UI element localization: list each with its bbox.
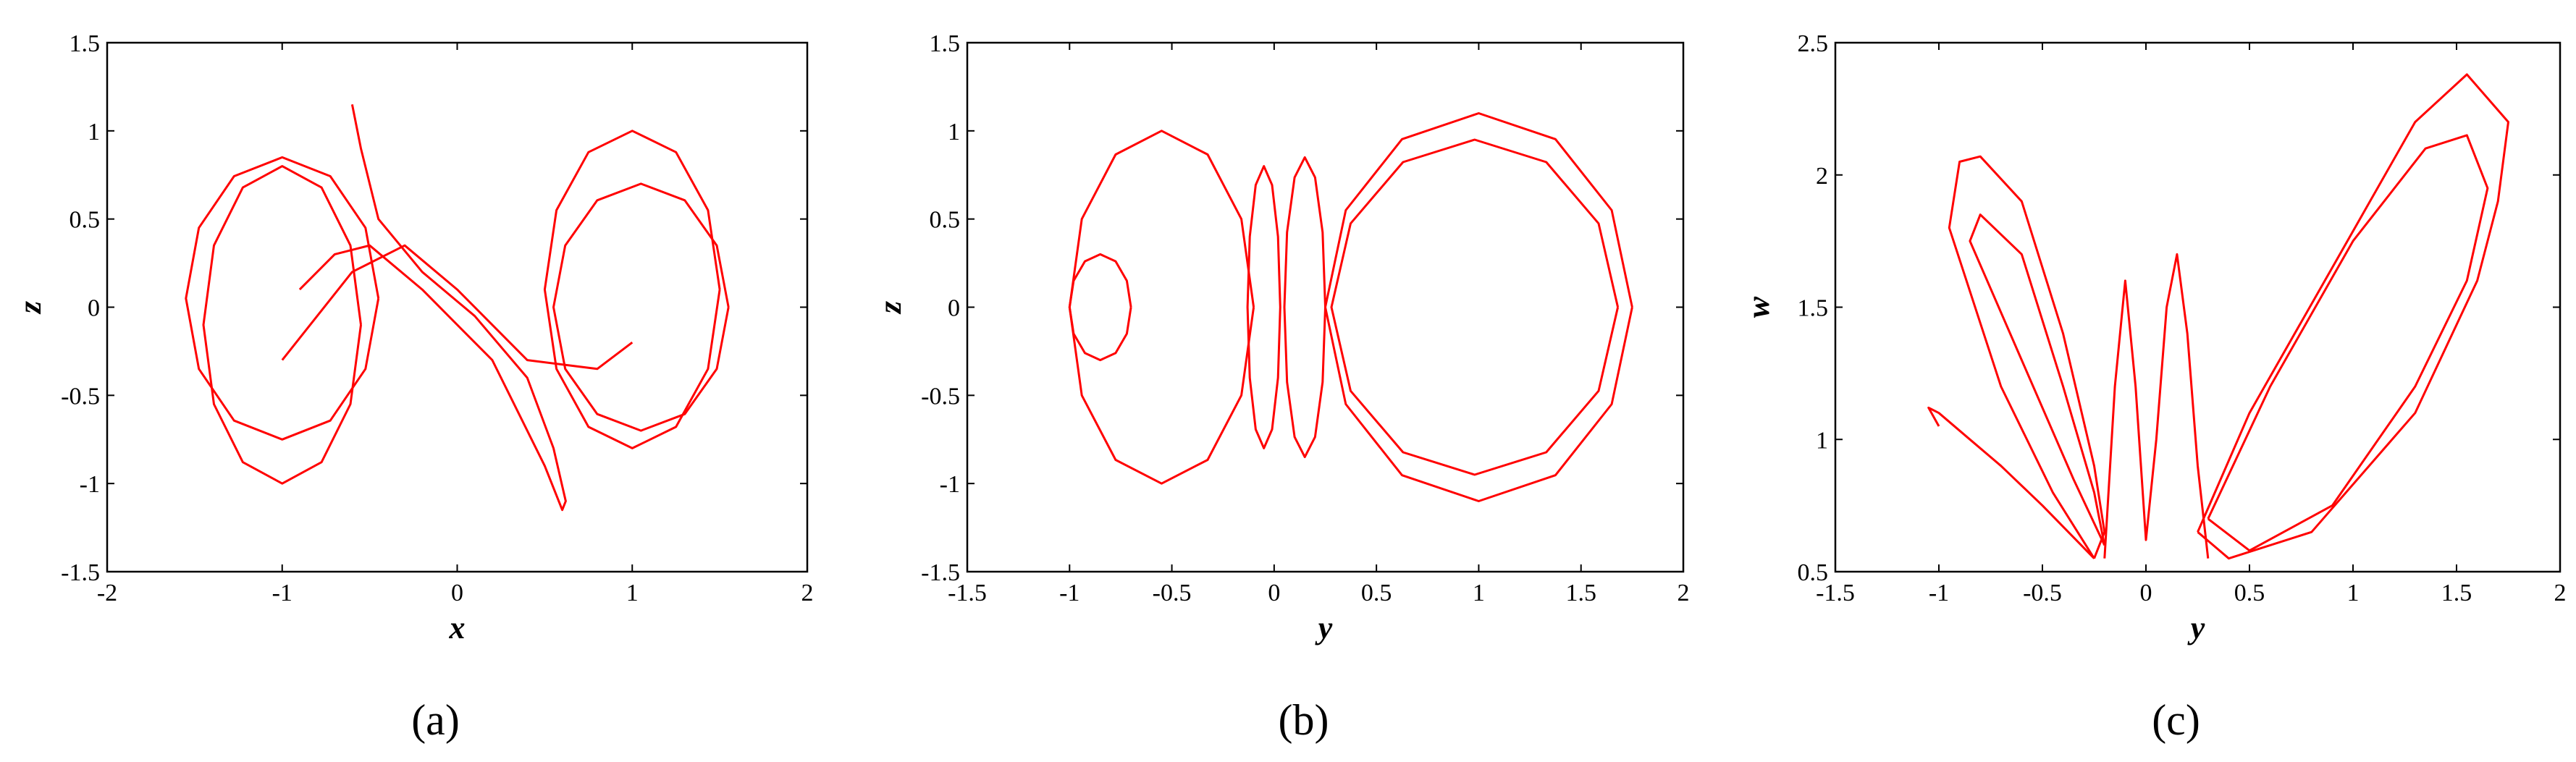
y-tick-label: 2 <box>1816 163 1828 190</box>
caption: (c) <box>2152 696 2200 744</box>
y-tick-label: 0.5 <box>1798 559 1829 586</box>
x-tick-label: 1.5 <box>2441 580 2472 606</box>
x-tick-label: 2 <box>2554 580 2567 606</box>
x-tick-label: 2 <box>801 580 814 606</box>
x-axis-label: y <box>1315 610 1333 645</box>
x-tick-label: 1 <box>2347 580 2360 606</box>
trajectory <box>298 104 567 512</box>
trajectory <box>1283 156 1326 459</box>
y-axis-label: z <box>872 301 908 315</box>
caption: (b) <box>1279 696 1329 744</box>
trajectory <box>281 244 634 371</box>
x-axis-label: x <box>449 610 466 645</box>
x-tick-label: -0.5 <box>1153 580 1192 606</box>
trajectory <box>185 156 380 441</box>
y-tick-label: 1 <box>1816 427 1828 454</box>
trajectory <box>1246 165 1281 449</box>
x-tick-label: -1.5 <box>948 580 987 606</box>
y-tick-label: 0 <box>948 295 960 322</box>
plot-area <box>1068 112 1633 502</box>
y-tick-label: 1 <box>948 119 960 145</box>
y-tick-label: 1.5 <box>930 30 961 57</box>
trajectory <box>552 182 730 432</box>
x-tick-label: 1 <box>1473 580 1485 606</box>
x-tick-label: 0 <box>451 580 463 606</box>
y-tick-label: -0.5 <box>921 383 960 410</box>
plot-area <box>185 104 730 512</box>
x-tick-label: 0.5 <box>2234 580 2265 606</box>
y-tick-label: 0 <box>88 295 100 322</box>
x-tick-label: -1 <box>1929 580 1949 606</box>
y-axis-label: z <box>12 301 48 315</box>
x-tick-label: -1.5 <box>1816 580 1855 606</box>
y-tick-label: 1 <box>88 119 100 145</box>
x-tick-label: 0.5 <box>1361 580 1392 606</box>
y-tick-label: -1 <box>940 471 960 498</box>
y-tick-label: 0.5 <box>70 207 101 234</box>
x-tick-label: 0 <box>2140 580 2152 606</box>
x-tick-label: -0.5 <box>2023 580 2062 606</box>
trajectory <box>1927 406 2095 559</box>
x-axis-label: y <box>2187 610 2205 645</box>
axes-frame <box>106 41 809 573</box>
y-tick-label: 2.5 <box>1798 30 1829 57</box>
y-tick-label: 1.5 <box>1798 295 1829 322</box>
x-tick-label: -1 <box>272 580 292 606</box>
trajectory <box>1068 130 1255 485</box>
trajectory <box>2197 73 2509 560</box>
trajectory <box>1969 213 2106 546</box>
panel: -1.5 -1 -0.5 0 0.5 1 1.5 2 -1.5 -1 -0.5 0 0.5 1 1.5 y z (… <box>872 30 1690 744</box>
y-axis-label: w <box>1741 296 1776 318</box>
trajectory <box>2207 134 2489 552</box>
plot-area <box>1927 73 2509 560</box>
trajectory <box>1324 112 1633 502</box>
x-tick-label: 2 <box>1678 580 1690 606</box>
y-tick-label: -1.5 <box>921 559 960 586</box>
trajectory <box>1330 138 1620 476</box>
trajectory <box>202 165 362 485</box>
x-tick-label: 1 <box>626 580 639 606</box>
x-tick-label: -1 <box>1059 580 1079 606</box>
trajectory <box>543 130 721 449</box>
trajectory <box>2103 253 2210 559</box>
caption: (a) <box>411 696 460 744</box>
y-tick-label: -1.5 <box>61 559 100 586</box>
panel: -1.5 -1 -0.5 0 0.5 1 1.5 2 0.5 1 1.5 2 2.5 y w (c) <box>1741 30 2567 744</box>
y-tick-label: -1 <box>80 471 100 498</box>
x-tick-label: -2 <box>97 580 117 606</box>
trajectory <box>1068 253 1132 362</box>
y-tick-label: 0.5 <box>930 207 961 234</box>
x-tick-label: 0 <box>1268 580 1280 606</box>
y-tick-label: 1.5 <box>70 30 101 57</box>
axes-frame <box>1834 41 2562 573</box>
x-tick-label: 1.5 <box>1565 580 1596 606</box>
panel: -2 -1 0 1 2 -1.5 -1 -0.5 0 0.5 1 1.5 x z (a) <box>12 30 814 744</box>
y-tick-label: -0.5 <box>61 383 100 410</box>
trajectory <box>1948 155 2106 559</box>
